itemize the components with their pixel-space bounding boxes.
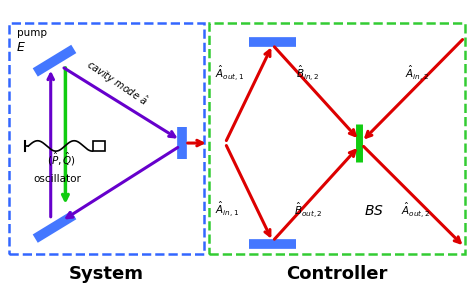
Text: $\hat{A}_{in,1}$: $\hat{A}_{in,1}$ xyxy=(215,199,239,219)
Text: E: E xyxy=(17,40,25,53)
FancyBboxPatch shape xyxy=(209,23,465,254)
Text: $\hat{B}_{in,2}$: $\hat{B}_{in,2}$ xyxy=(296,63,319,83)
Text: pump: pump xyxy=(17,28,46,38)
Text: oscillator: oscillator xyxy=(33,174,81,184)
Text: $BS$: $BS$ xyxy=(364,204,384,218)
Text: System: System xyxy=(69,265,144,283)
Text: cavity mode $\hat{a}$: cavity mode $\hat{a}$ xyxy=(83,56,151,110)
FancyBboxPatch shape xyxy=(9,23,204,254)
Bar xyxy=(93,141,105,151)
Text: $(\hat{P},\hat{Q})$: $(\hat{P},\hat{Q})$ xyxy=(47,151,76,168)
Text: Controller: Controller xyxy=(286,265,387,283)
Text: $\hat{A}_{in,2}$: $\hat{A}_{in,2}$ xyxy=(405,63,429,83)
Text: $\hat{B}_{out,2}$: $\hat{B}_{out,2}$ xyxy=(294,201,323,220)
Text: $\hat{A}_{out,1}$: $\hat{A}_{out,1}$ xyxy=(215,63,244,83)
Text: $\hat{A}_{out,2}$: $\hat{A}_{out,2}$ xyxy=(401,201,430,220)
